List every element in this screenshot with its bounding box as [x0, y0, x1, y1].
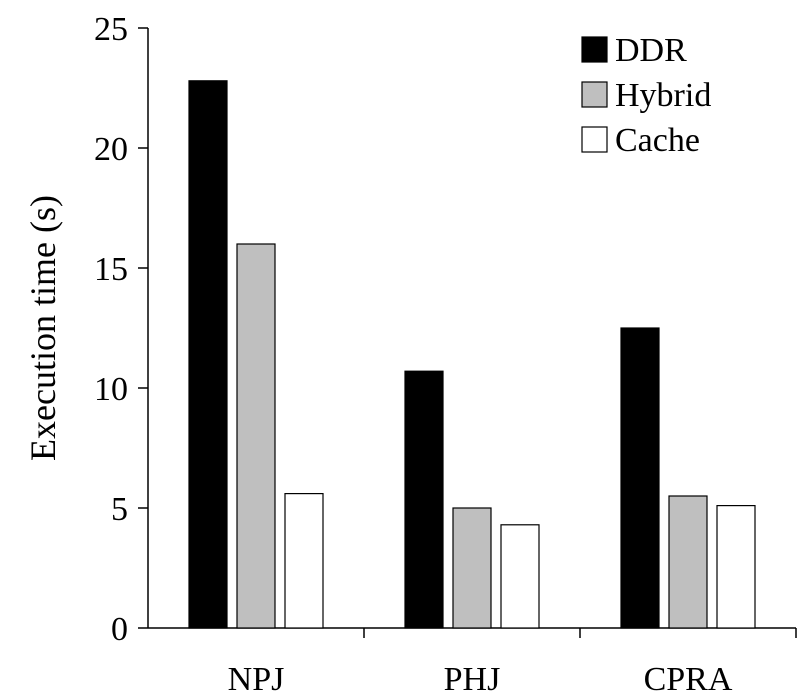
y-tick-label: 25 — [94, 11, 128, 48]
legend-label-ddr: DDR — [615, 32, 687, 69]
legend-swatch-cache — [581, 126, 608, 153]
legend-swatch-hybrid — [581, 81, 608, 108]
x-ticks: NPJ PHJ CPRA — [228, 628, 797, 698]
legend: DDR Hybrid Cache — [581, 32, 711, 159]
x-category-label: NPJ — [228, 661, 285, 698]
y-axis-label: Execution time (s) — [23, 195, 63, 461]
bar-hybrid-npj — [236, 243, 276, 629]
legend-label-cache: Cache — [615, 122, 700, 159]
legend-label-hybrid: Hybrid — [615, 77, 711, 114]
y-tick-label: 10 — [94, 371, 128, 408]
x-category-label: CPRA — [644, 661, 733, 698]
bar-hybrid-cpra — [668, 495, 708, 629]
bar-hybrid-phj — [452, 507, 492, 629]
y-tick-label: 5 — [111, 491, 128, 528]
bar-cache-phj — [500, 524, 540, 629]
x-category-label: PHJ — [444, 661, 501, 698]
bar-ddr-phj — [404, 370, 444, 629]
bar-cache-cpra — [716, 505, 756, 629]
bar-ddr-cpra — [620, 327, 660, 629]
y-tick-label: 20 — [94, 131, 128, 168]
bars — [188, 80, 756, 629]
bar-ddr-npj — [188, 80, 228, 629]
y-tick-label: 15 — [94, 251, 128, 288]
y-tick-label: 0 — [111, 611, 128, 648]
legend-swatch-ddr — [581, 36, 608, 63]
bar-cache-npj — [284, 493, 324, 629]
y-ticks: 0 5 10 15 20 25 — [94, 11, 148, 648]
